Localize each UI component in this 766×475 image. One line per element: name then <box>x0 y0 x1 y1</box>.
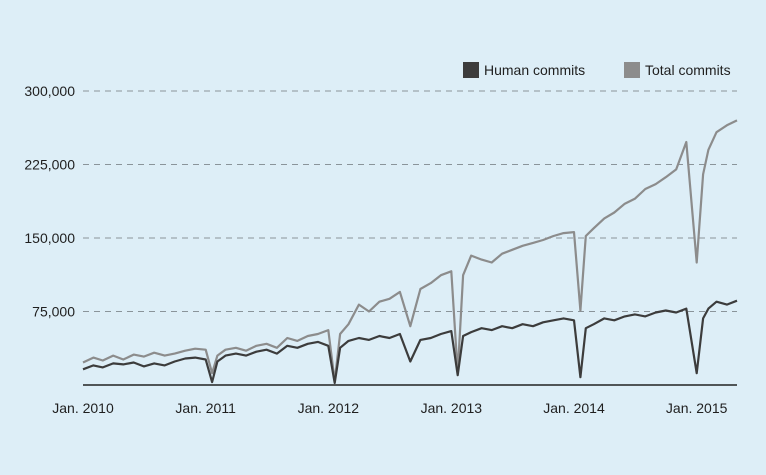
x-tick-label: Jan. 2013 <box>421 400 483 416</box>
y-axis-ticks: 75,000 150,000 225,000 300,000 <box>24 83 75 320</box>
series-line-total-commits <box>82 119 738 383</box>
legend-swatch-human-commits <box>463 62 479 78</box>
y-tick-label: 300,000 <box>24 83 75 99</box>
x-tick-label: Jan. 2011 <box>175 400 236 416</box>
legend-label-total-commits: Total commits <box>645 62 731 78</box>
legend-swatch-total-commits <box>624 62 640 78</box>
x-tick-label: Jan. 2012 <box>298 400 360 416</box>
series-lines <box>82 119 738 385</box>
gridlines <box>83 90 737 312</box>
legend-label-human-commits: Human commits <box>484 62 585 78</box>
x-tick-label: Jan. 2015 <box>666 400 728 416</box>
y-tick-label: 225,000 <box>24 157 75 173</box>
x-tick-label: Jan. 2010 <box>52 400 114 416</box>
legend: Human commits Total commits <box>463 62 731 78</box>
y-tick-label: 150,000 <box>24 230 75 246</box>
y-tick-label: 75,000 <box>32 304 75 320</box>
x-tick-label: Jan. 2014 <box>543 400 605 416</box>
x-axis-ticks: Jan. 2010 Jan. 2011 Jan. 2012 Jan. 2013 Jan.… <box>52 400 727 416</box>
series-line-human-commits <box>82 299 738 385</box>
